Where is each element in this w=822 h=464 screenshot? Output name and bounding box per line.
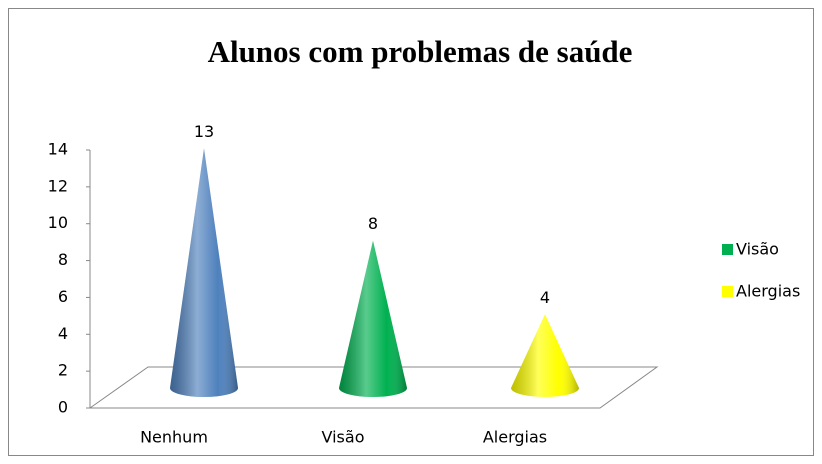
cone-shading bbox=[511, 314, 579, 397]
data-label: 4 bbox=[540, 288, 550, 307]
floor bbox=[88, 366, 659, 409]
y-tick-label: 14 bbox=[48, 140, 68, 159]
cone-shading bbox=[339, 240, 407, 397]
y-tick-label: 2 bbox=[58, 361, 68, 380]
y-tick-label: 4 bbox=[58, 324, 68, 343]
legend-label: Visão bbox=[736, 240, 779, 259]
data-label: 13 bbox=[194, 122, 214, 141]
y-tick-label: 10 bbox=[48, 213, 68, 232]
x-tick-label: Visão bbox=[322, 428, 365, 447]
x-tick-label: Alergias bbox=[483, 428, 547, 447]
y-tick-label: 6 bbox=[58, 287, 68, 306]
legend-swatch bbox=[722, 244, 733, 255]
legend-label: Alergias bbox=[736, 282, 800, 301]
cone-shading bbox=[170, 148, 238, 397]
y-tick-label: 8 bbox=[58, 250, 68, 269]
chart-border bbox=[8, 8, 814, 456]
y-tick-label: 0 bbox=[58, 398, 68, 417]
legend-swatch bbox=[722, 286, 733, 297]
x-tick-label: Nenhum bbox=[140, 428, 208, 447]
data-label: 8 bbox=[368, 214, 378, 233]
y-tick-label: 12 bbox=[48, 176, 68, 195]
chart-title: Alunos com problemas de saúde bbox=[208, 34, 633, 69]
